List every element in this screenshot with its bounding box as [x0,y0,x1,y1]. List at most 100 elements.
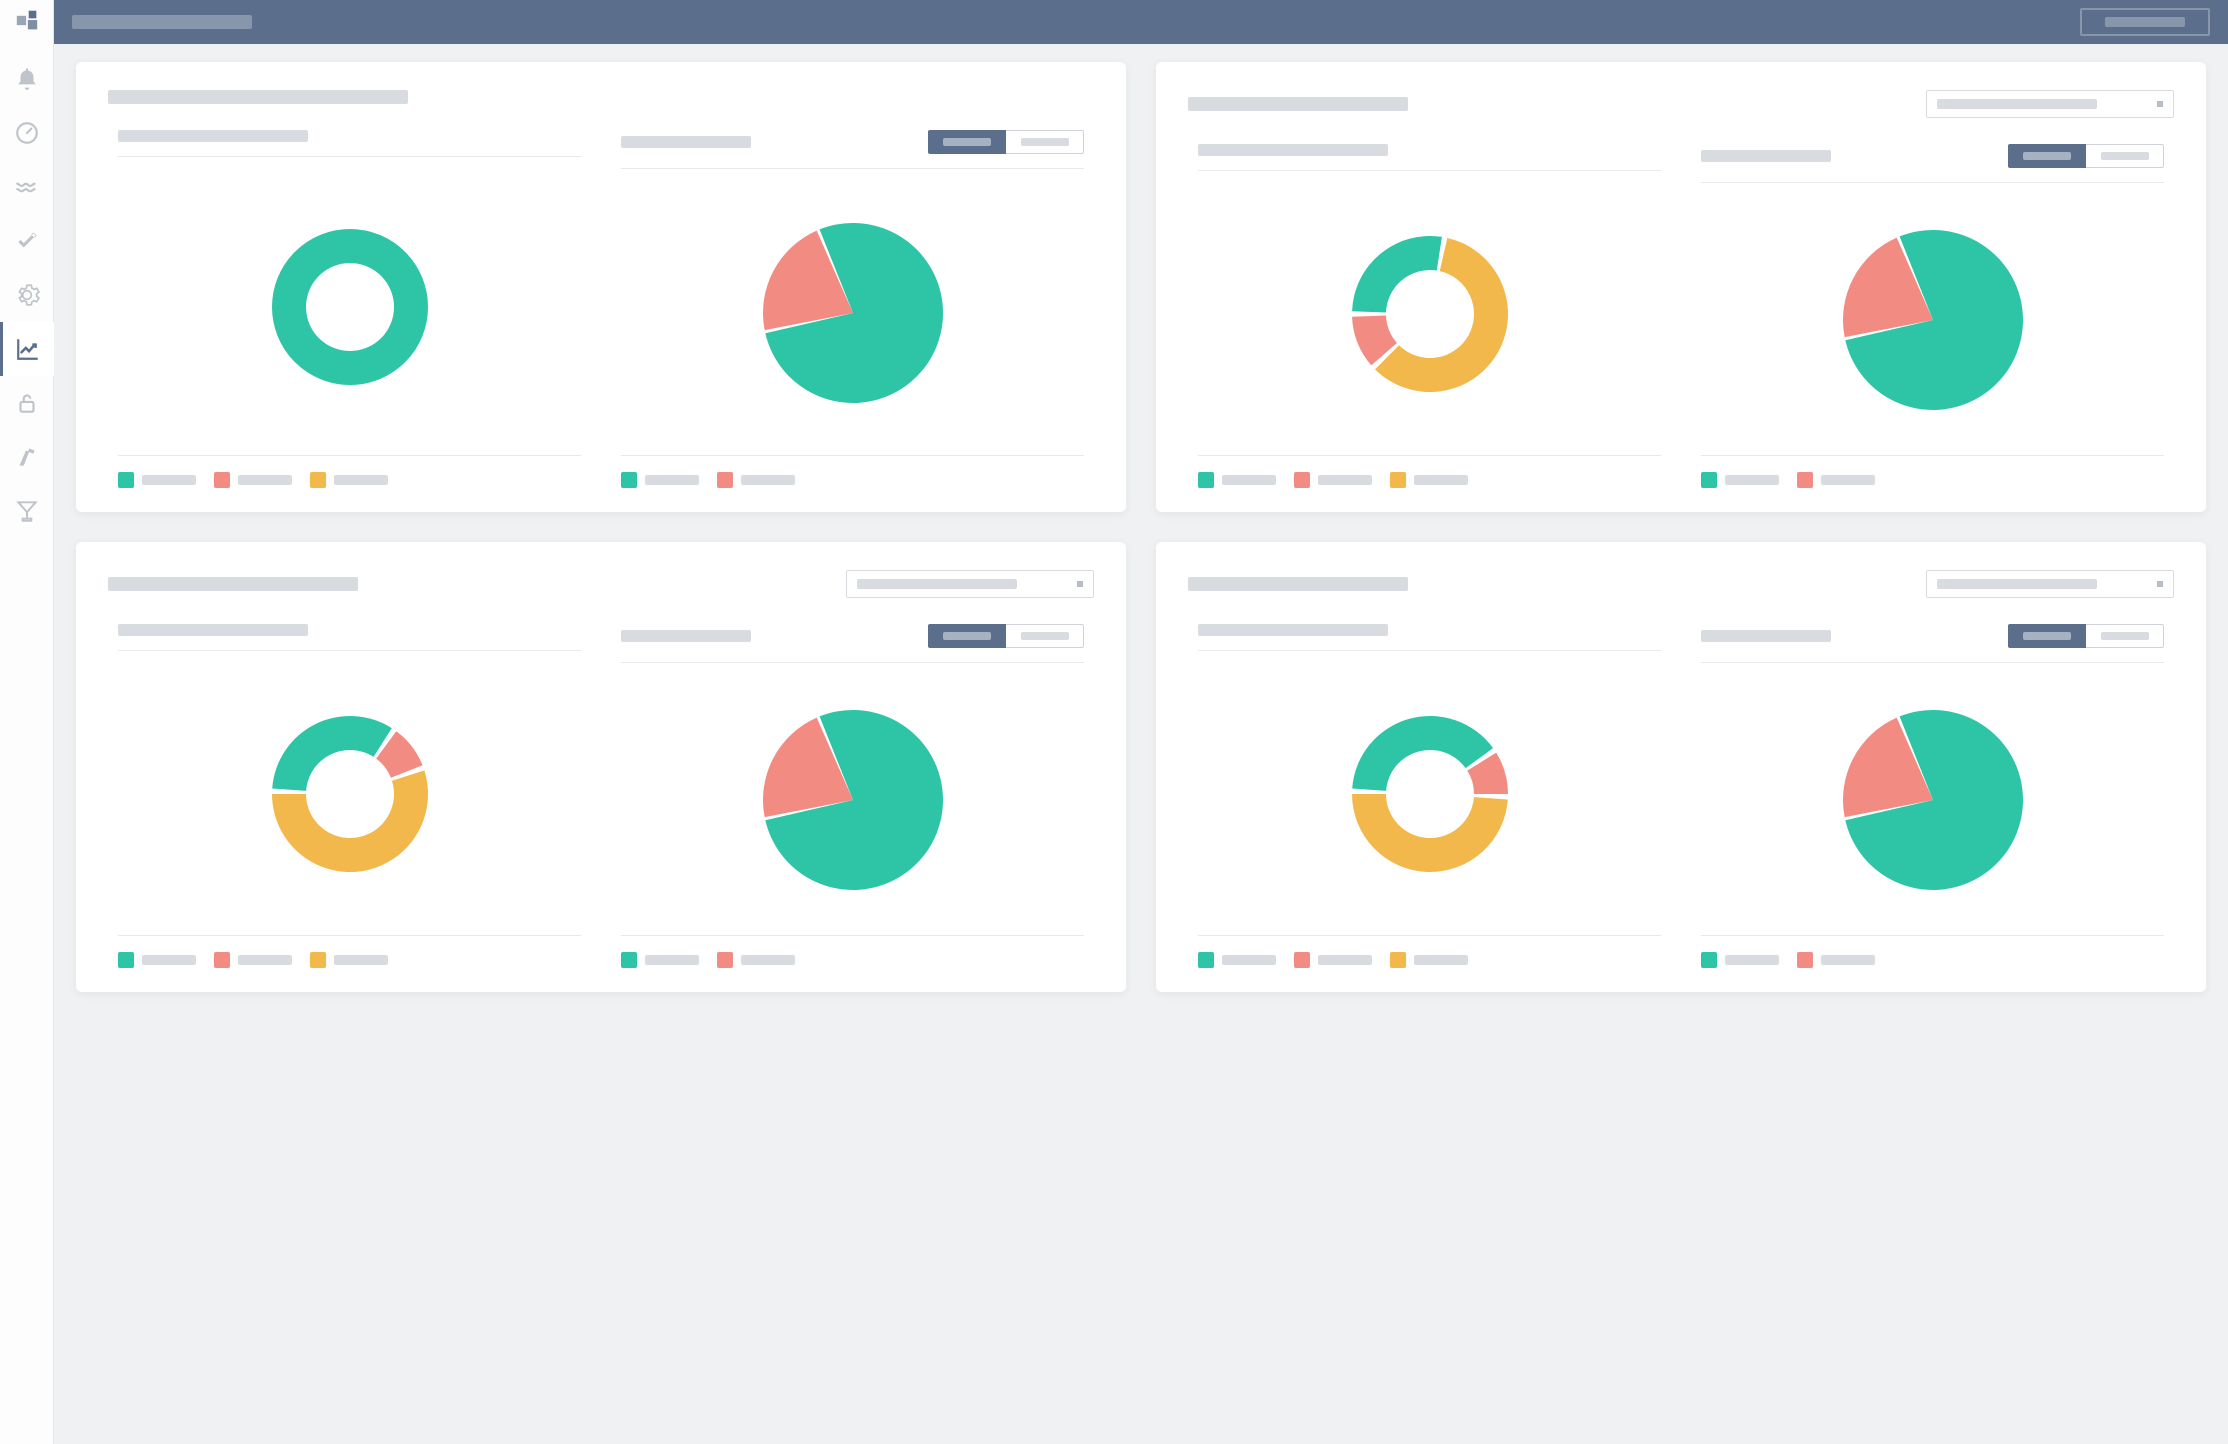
legend-label [1318,955,1372,965]
legend-item [717,952,795,968]
nav-settings-icon[interactable] [0,268,54,322]
legend-label [1318,475,1372,485]
legend-label [142,475,196,485]
donut-chart [1198,203,1661,425]
card-filter-dropdown[interactable] [846,570,1094,598]
chevron-down-icon [2157,581,2163,587]
donut-chart [118,683,581,905]
legend-swatch-teal [1701,472,1717,488]
toggle-option-primary[interactable] [928,130,1006,154]
nav-dashboard-icon[interactable] [0,106,54,160]
toggle-option-primary[interactable] [928,624,1006,648]
legend-label [1222,955,1276,965]
nav-cleaning-icon[interactable] [0,430,54,484]
pie-chart [621,695,1084,905]
legend-label [142,955,196,965]
legend-item [1701,472,1779,488]
toggle-option-primary[interactable] [2008,624,2086,648]
legend [1701,952,2164,968]
legend-swatch-teal [1701,952,1717,968]
topbar [54,0,2228,44]
legend [118,472,581,488]
chart-panel [611,130,1094,488]
toggle-option-secondary[interactable] [1006,130,1084,154]
legend-swatch-coral [1797,472,1813,488]
legend-item [214,952,292,968]
legend-label [334,955,388,965]
panel-label [621,136,751,148]
panel-label [118,130,308,142]
legend-item [1294,952,1372,968]
chevron-down-icon [1077,581,1083,587]
legend-label [1414,475,1468,485]
panel-label [1701,150,1831,162]
panel-label [1701,630,1831,642]
legend-swatch-teal [118,952,134,968]
card-filter-dropdown[interactable] [1926,570,2174,598]
card-row [76,62,2206,512]
page-title [72,15,252,29]
legend-label [1821,955,1875,965]
toggle-option-secondary[interactable] [2086,144,2164,168]
legend-item [1390,472,1468,488]
legend-label [1821,475,1875,485]
legend-label [645,955,699,965]
chart-panel [611,624,1094,968]
view-toggle [2008,144,2164,168]
topbar-action-button[interactable] [2080,8,2210,36]
dropdown-label [1937,579,2097,589]
legend-label [334,475,388,485]
legend-swatch-coral [717,472,733,488]
legend-swatch-coral [1294,952,1310,968]
legend [1198,472,1661,488]
nav-analytics-icon[interactable] [0,322,54,376]
sidebar [0,0,54,1444]
legend-item [214,472,292,488]
legend-item [118,472,196,488]
legend-label [1414,955,1468,965]
legend-swatch-coral [717,952,733,968]
card-title [1188,577,1408,591]
content [54,44,2228,1444]
toggle-option-secondary[interactable] [1006,624,1084,648]
dropdown-label [1937,99,2097,109]
legend-swatch-amber [1390,472,1406,488]
dashboard-card [1156,62,2206,512]
toggle-option-secondary[interactable] [2086,624,2164,648]
nav-bar-icon[interactable] [0,484,54,538]
legend-label [645,475,699,485]
legend-item [717,472,795,488]
nav-notifications-icon[interactable] [0,52,54,106]
legend-item [118,952,196,968]
donut-chart [1198,683,1661,905]
app-logo [7,6,47,46]
legend-swatch-amber [310,952,326,968]
legend-item [1797,952,1875,968]
card-title [1188,97,1408,111]
legend-item [310,472,388,488]
card-title [108,577,358,591]
view-toggle [2008,624,2164,648]
pie-chart [621,201,1084,425]
card-filter-dropdown[interactable] [1926,90,2174,118]
legend [621,952,1084,968]
legend-label [741,475,795,485]
legend-label [741,955,795,965]
nav-maintenance-icon[interactable] [0,214,54,268]
nav-pool-icon[interactable] [0,160,54,214]
legend-item [1198,952,1276,968]
chart-panel [108,624,591,968]
nav-lock-icon[interactable] [0,376,54,430]
card-row [76,542,2206,992]
view-toggle [928,624,1084,648]
panel-label [621,630,751,642]
legend-item [1701,952,1779,968]
pie-chart [1701,695,2164,905]
legend-swatch-amber [310,472,326,488]
donut-chart [118,189,581,425]
chart-panel [108,130,591,488]
topbar-action-label [2105,17,2185,27]
toggle-option-primary[interactable] [2008,144,2086,168]
pie-chart [1701,215,2164,425]
legend-swatch-coral [214,472,230,488]
